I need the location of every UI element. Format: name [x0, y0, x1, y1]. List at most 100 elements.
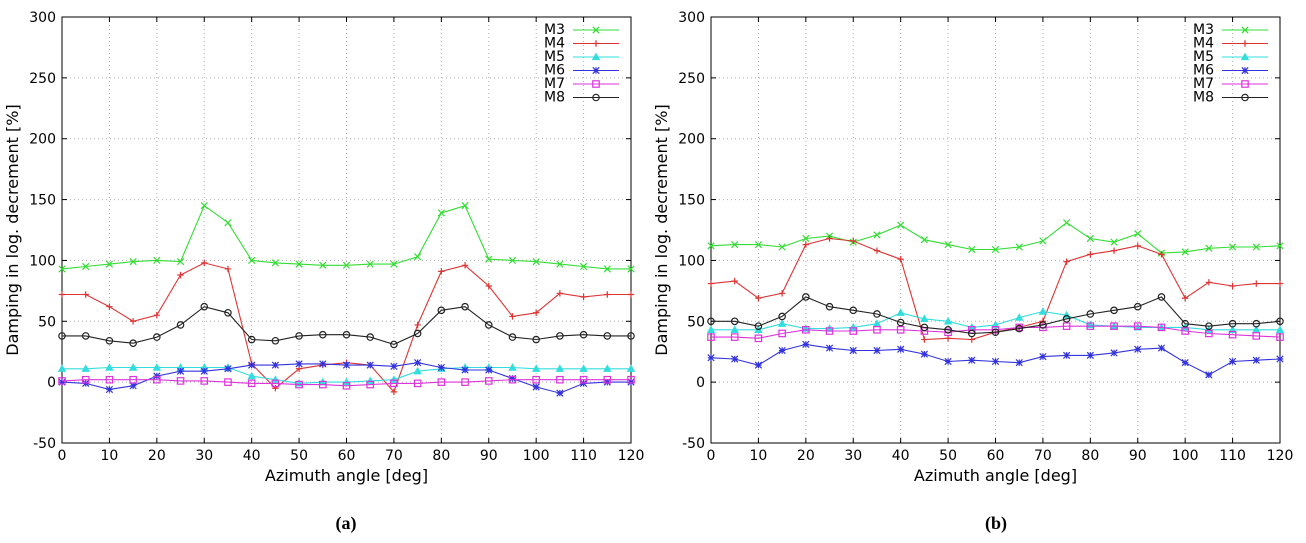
- data-point: [778, 312, 786, 321]
- x-tick-label: 50: [939, 448, 957, 464]
- data-point: [627, 378, 635, 386]
- data-point: [556, 290, 564, 297]
- data-point: [944, 335, 952, 342]
- data-point: [556, 389, 564, 397]
- data-point: [1039, 352, 1047, 361]
- data-point: [509, 313, 516, 320]
- data-point: [1205, 244, 1213, 252]
- data-point: [968, 245, 976, 254]
- data-point: [390, 260, 398, 268]
- data-point: [318, 330, 327, 339]
- series-line: [711, 325, 1281, 339]
- data-point: [1253, 280, 1260, 287]
- data-point: [152, 363, 162, 371]
- data-point: [1205, 329, 1213, 338]
- data-point: [58, 265, 66, 273]
- data-point: [873, 346, 881, 355]
- data-point: [873, 247, 881, 254]
- data-point: [603, 265, 611, 273]
- data-point: [944, 240, 952, 249]
- legend-label: M3: [544, 22, 565, 38]
- data-point: [437, 209, 445, 217]
- legend-label: M6: [544, 63, 565, 79]
- data-point: [1276, 242, 1284, 250]
- panel-caption: (b): [985, 513, 1007, 534]
- data-point: [224, 308, 232, 317]
- data-point: [224, 265, 232, 273]
- data-point: [991, 357, 1000, 366]
- y-tick-label: 50: [687, 314, 705, 330]
- data-point: [271, 375, 280, 383]
- data-point: [1015, 359, 1023, 367]
- data-point: [271, 379, 280, 388]
- data-point: [176, 321, 185, 329]
- data-point: [129, 318, 137, 325]
- data-point: [390, 362, 398, 370]
- data-point: [201, 259, 208, 267]
- data-point: [461, 262, 469, 269]
- data-point: [366, 333, 375, 341]
- data-point: [153, 375, 161, 384]
- data-point: [707, 333, 715, 341]
- legend-marker: [1241, 80, 1249, 88]
- x-tick-label: 90: [480, 448, 498, 464]
- data-point: [437, 378, 446, 386]
- data-point: [508, 375, 517, 384]
- data-point: [897, 345, 905, 353]
- data-point: [579, 330, 588, 339]
- data-point: [389, 375, 399, 383]
- data-point: [826, 235, 833, 242]
- series-M7: [707, 322, 1284, 343]
- data-point: [224, 219, 232, 227]
- data-point: [896, 308, 905, 316]
- data-point: [921, 336, 928, 343]
- data-point: [825, 302, 834, 311]
- data-point: [414, 321, 421, 329]
- series-M8: [58, 302, 635, 349]
- data-point: [778, 290, 786, 297]
- data-point: [485, 366, 493, 374]
- x-tick-label: 40: [243, 448, 261, 464]
- data-point: [1110, 238, 1118, 246]
- data-point: [461, 366, 469, 374]
- data-point: [177, 271, 184, 279]
- data-point: [849, 327, 858, 335]
- data-point: [365, 376, 375, 385]
- data-point: [1110, 306, 1118, 315]
- data-point: [342, 381, 351, 390]
- data-point: [968, 336, 975, 343]
- data-point: [730, 333, 739, 341]
- data-point: [943, 316, 953, 325]
- legend-label: M7: [1193, 76, 1214, 92]
- data-point: [531, 364, 541, 372]
- data-point: [105, 385, 114, 394]
- data-point: [508, 333, 517, 341]
- x-tick-label: 10: [101, 448, 119, 464]
- x-tick-label: 110: [570, 448, 597, 464]
- data-point: [603, 332, 612, 340]
- legend-label: M7: [544, 76, 565, 92]
- data-point: [271, 361, 279, 369]
- data-point: [944, 326, 952, 334]
- data-point: [754, 240, 763, 249]
- x-tick-label: 120: [618, 448, 645, 464]
- legend-marker: [592, 66, 600, 75]
- data-point: [991, 328, 1000, 337]
- data-point: [1134, 230, 1142, 238]
- data-point: [153, 333, 161, 341]
- y-tick-label: 0: [47, 375, 56, 391]
- data-point: [295, 332, 303, 340]
- data-point: [626, 364, 636, 372]
- data-point: [873, 326, 881, 334]
- data-point: [920, 236, 928, 244]
- data-point: [508, 363, 517, 371]
- data-point: [1039, 321, 1047, 329]
- x-axis-title: Azimuth angle [deg]: [914, 466, 1077, 485]
- legend-marker: [592, 80, 600, 88]
- y-tick-label: 50: [38, 314, 56, 330]
- data-point: [802, 241, 810, 248]
- data-point: [778, 243, 786, 251]
- data-point: [627, 265, 635, 273]
- y-tick-label: 300: [678, 10, 705, 26]
